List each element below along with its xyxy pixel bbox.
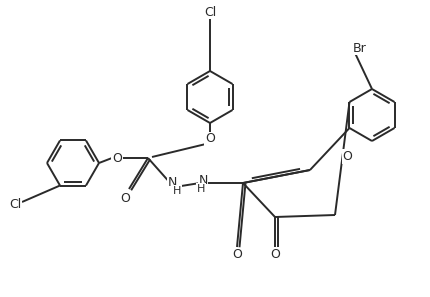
Text: O: O bbox=[112, 151, 122, 165]
Text: O: O bbox=[120, 192, 130, 205]
Text: O: O bbox=[270, 249, 280, 261]
Text: O: O bbox=[205, 132, 215, 146]
Text: O: O bbox=[342, 150, 352, 163]
Text: H: H bbox=[173, 186, 181, 196]
Text: O: O bbox=[232, 249, 242, 261]
Text: N: N bbox=[198, 175, 208, 187]
Text: N: N bbox=[167, 176, 177, 189]
Text: Cl: Cl bbox=[204, 6, 216, 18]
Text: Cl: Cl bbox=[9, 198, 21, 211]
Text: H: H bbox=[197, 184, 205, 194]
Text: Br: Br bbox=[353, 42, 367, 55]
